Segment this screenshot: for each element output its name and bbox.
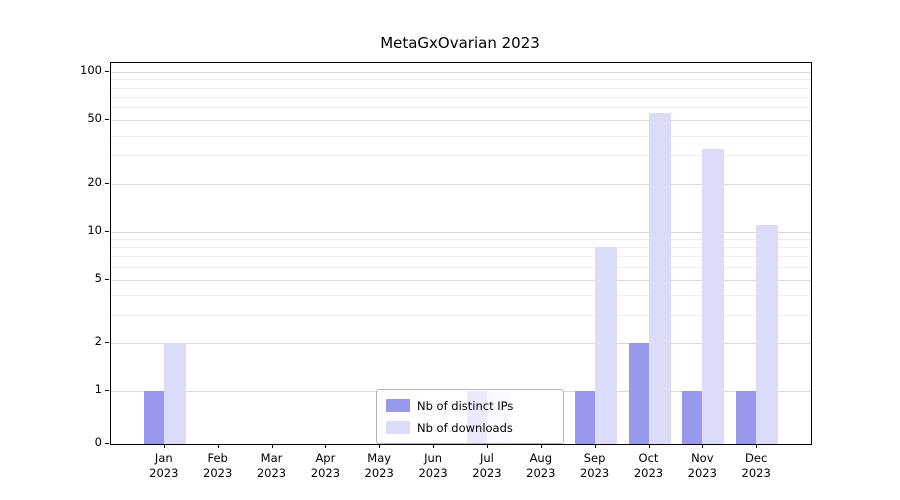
minor-gridline xyxy=(111,238,811,240)
y-tick-mark xyxy=(105,119,109,120)
x-tick-mark xyxy=(163,444,165,448)
y-tick-mark xyxy=(105,182,109,184)
y-axis-tick-label: 0 xyxy=(94,435,102,449)
x-tick-mark xyxy=(379,444,381,448)
bar-downloads xyxy=(648,113,671,444)
major-gridline xyxy=(111,72,811,73)
legend-item: Nb of downloads xyxy=(386,418,554,437)
x-tick-mark xyxy=(702,444,704,448)
bar-distinct-ips xyxy=(736,391,759,444)
x-axis-tick-label: Sep 2023 xyxy=(579,451,610,480)
minor-gridline xyxy=(111,96,811,98)
bar-downloads xyxy=(163,343,186,444)
legend-swatch-downloads xyxy=(386,421,410,434)
y-axis-tick-label: 5 xyxy=(94,270,102,285)
x-axis-tick-label: Oct 2023 xyxy=(633,451,664,480)
major-gridline xyxy=(111,231,811,233)
x-tick-mark xyxy=(271,444,273,448)
x-tick-mark xyxy=(325,444,327,448)
x-axis-tick-label: Aug 2023 xyxy=(526,451,556,480)
y-axis-tick-label: 10 xyxy=(87,222,102,237)
legend-item: Nb of distinct IPs xyxy=(386,396,554,415)
x-axis-tick-label: Jul 2023 xyxy=(472,451,502,480)
major-gridline xyxy=(111,279,811,281)
y-axis-tick-label: 2 xyxy=(94,334,102,348)
minor-gridline xyxy=(111,295,811,296)
minor-gridline xyxy=(111,266,811,268)
x-tick-mark xyxy=(217,444,219,448)
major-gridline xyxy=(111,343,811,344)
legend-label-downloads: Nb of downloads xyxy=(417,420,513,435)
x-axis-tick-label: Feb 2023 xyxy=(203,451,233,480)
legend-label-distinct-ips: Nb of distinct IPs xyxy=(417,398,514,413)
x-tick-mark xyxy=(486,444,488,448)
x-tick-mark xyxy=(756,444,758,448)
y-tick-mark xyxy=(105,443,109,444)
x-axis-tick-label: Jun 2023 xyxy=(418,451,448,480)
x-tick-mark xyxy=(433,444,435,448)
bar-downloads xyxy=(594,247,617,444)
legend-swatch-distinct-ips xyxy=(386,399,410,412)
x-axis-tick-label: Nov 2023 xyxy=(687,451,717,480)
y-tick-mark xyxy=(105,230,109,232)
y-axis-tick-label: 1 xyxy=(94,382,102,396)
x-axis-tick-label: Apr 2023 xyxy=(310,451,341,480)
bar-distinct-ips xyxy=(682,391,705,444)
minor-gridline xyxy=(111,107,811,109)
y-tick-mark xyxy=(105,71,109,72)
minor-gridline xyxy=(111,247,811,248)
x-axis-tick-label: Mar 2023 xyxy=(256,451,287,480)
minor-gridline xyxy=(111,155,811,157)
y-tick-mark xyxy=(105,390,109,391)
x-tick-mark xyxy=(594,444,596,448)
y-axis-tick-label: 50 xyxy=(87,111,102,125)
bar-distinct-ips xyxy=(574,391,597,444)
bar-distinct-ips xyxy=(143,391,166,444)
x-tick-mark xyxy=(540,444,542,448)
legend: Nb of distinct IPs Nb of downloads xyxy=(376,389,564,444)
y-axis-tick-label: 20 xyxy=(87,174,102,189)
minor-gridline xyxy=(111,87,811,89)
y-tick-mark xyxy=(105,278,109,280)
minor-gridline xyxy=(111,314,811,316)
x-axis-tick-label: Dec 2023 xyxy=(741,451,771,480)
major-gridline xyxy=(111,183,811,185)
bar-distinct-ips xyxy=(628,343,651,444)
x-axis-tick-label: Jan 2023 xyxy=(149,451,179,480)
bar-downloads xyxy=(702,148,725,444)
chart-title: MetaGxOvarian 2023 xyxy=(380,34,540,52)
y-axis-tick-label: 100 xyxy=(80,63,102,77)
plot-area: Nb of distinct IPs Nb of downloads xyxy=(110,62,812,445)
minor-gridline xyxy=(111,256,811,258)
major-gridline xyxy=(111,120,811,121)
minor-gridline xyxy=(111,79,811,81)
x-axis-tick-label: May 2023 xyxy=(364,451,394,480)
bar-downloads xyxy=(756,224,779,444)
x-tick-mark xyxy=(648,444,650,448)
minor-gridline xyxy=(111,135,811,137)
y-tick-mark xyxy=(105,342,109,343)
